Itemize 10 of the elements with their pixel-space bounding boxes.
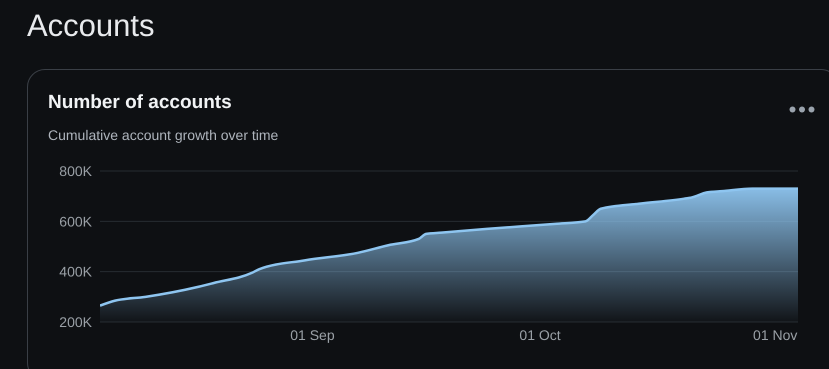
- x-tick-label: 01 Oct: [519, 326, 561, 343]
- y-tick-label: 200K: [59, 314, 93, 330]
- chart-title: Number of accounts: [48, 92, 232, 114]
- x-tick-label: 01 Nov: [753, 326, 798, 343]
- y-tick-label: 800K: [59, 162, 93, 179]
- chart-subtitle: Cumulative account growth over time: [48, 127, 278, 143]
- y-tick-label: 600K: [59, 213, 93, 230]
- text: Accounts: [27, 8, 155, 44]
- y-tick-label: 400K: [59, 264, 93, 280]
- x-tick-label: 01 Sep: [290, 326, 335, 343]
